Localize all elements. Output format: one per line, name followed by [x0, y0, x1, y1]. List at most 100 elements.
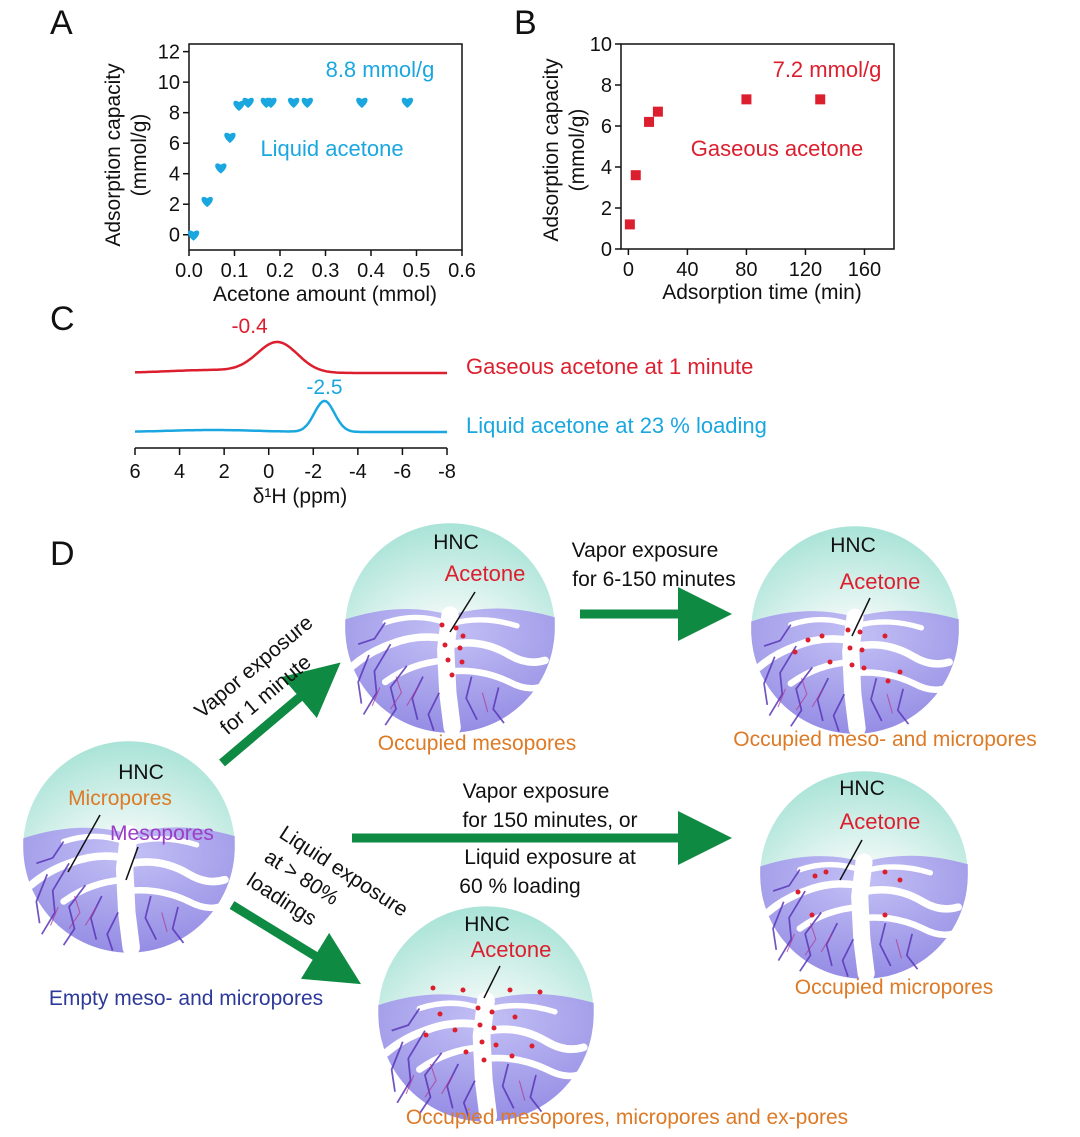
chart-b-annotation-series: Gaseous acetone	[691, 136, 863, 161]
chartC-xtick-label: 2	[219, 461, 230, 483]
chartB-point	[741, 94, 752, 105]
chartA-point	[401, 97, 414, 108]
chart-c: 6 4 2 0 -2 -4 -6 -8 -0.4 -2.5 δ¹H (ppm) Gaseous …	[129, 315, 766, 508]
chartC-xtick-label: 4	[174, 461, 185, 483]
arrow-liquid-80	[229, 901, 362, 985]
chartB-xtick-label: 40	[676, 259, 698, 281]
chartB-xtick-label: 160	[848, 259, 881, 281]
chartA-point	[287, 97, 300, 108]
chart-c-legend-liquid: Liquid acetone at 23 % loading	[466, 413, 767, 438]
chartA-ytick-label: 4	[169, 164, 180, 186]
chartA-ytick-label: 2	[169, 194, 180, 216]
chartA-ytick-label: 0	[169, 225, 180, 247]
chartA-point	[215, 163, 227, 174]
chartA-xtick-label: 0.1	[221, 260, 249, 282]
chartA-xtick-label: 0.6	[448, 260, 476, 282]
chart-b: 0 40 80 120 160 0 2 4 6 8 10 Adsorption time (min)…	[540, 34, 895, 304]
caption-occupied-meso-micro: Occupied meso- and micropores	[733, 728, 1036, 751]
chartB-point	[624, 219, 635, 230]
chartA-point	[201, 196, 213, 208]
chartB-xtick-label: 0	[623, 259, 634, 281]
chartC-series-0	[134, 340, 447, 375]
hnc-particle-micro	[760, 771, 968, 979]
chartA-point	[242, 97, 254, 108]
chartC-xtick-label: -6	[394, 461, 412, 483]
panel-label-b: B	[514, 4, 537, 42]
chartC-xtick-label: -2	[304, 461, 322, 483]
arrow-vapor-150min-line2: for 150 minutes, or	[462, 809, 637, 832]
chart-b-ylabel-line1: Adsorption capacity	[540, 58, 563, 242]
hnc-label-empty: HNC	[118, 761, 164, 784]
chartA-point	[187, 230, 200, 241]
chartB-ytick-label: 2	[601, 198, 612, 220]
micropores-pointer	[67, 814, 101, 873]
hnc-label-all: HNC	[464, 913, 510, 936]
caption-empty: Empty meso- and micropores	[49, 987, 323, 1010]
chartA-xtick-label: 0.4	[357, 260, 385, 282]
chartB-ytick-label: 4	[601, 157, 612, 179]
micropores-label: Micropores	[68, 787, 172, 810]
acetone-pointer-micro	[839, 839, 863, 881]
acetone-pointer-all	[483, 965, 501, 999]
chart-a-ylabel-line1: Adsorption capacity	[102, 63, 125, 247]
chartC-xtick-label: 6	[129, 461, 140, 483]
chartA-ytick-label: 10	[158, 72, 180, 94]
chartA-ytick-label: 6	[169, 133, 180, 155]
arrow-vapor-150min-line1: Vapor exposure	[463, 780, 610, 803]
acetone-label-meso: Acetone	[445, 561, 526, 586]
arrow-vapor-6-150min-line1: Vapor exposure	[572, 539, 719, 562]
hnc-label-micro: HNC	[839, 777, 885, 800]
chartA-xtick-label: 0.5	[403, 260, 431, 282]
chart-a: 0.0 0.1 0.2 0.3 0.4 0.5 0.6 0 2 4 6 8 10 12 Acetone a…	[102, 42, 476, 306]
hnc-label-meso: HNC	[433, 531, 479, 554]
chartA-xtick-label: 0.0	[175, 260, 203, 282]
chart-a-ylabel-line2: (mmol/g)	[128, 114, 151, 197]
chartB-ytick-label: 0	[601, 239, 612, 261]
chartC-peak-label-0: -0.4	[232, 315, 269, 338]
mesopores-pointer	[125, 846, 139, 881]
chartB-point	[652, 106, 663, 117]
acetone-label-meso-micro: Acetone	[840, 569, 921, 594]
acetone-label-all: Acetone	[471, 937, 552, 962]
chartB-ytick-label: 8	[601, 75, 612, 97]
chartC-peak-label-1: -2.5	[306, 376, 342, 399]
chart-b-annotation-capacity: 7.2 mmol/g	[773, 57, 882, 82]
chartA-xtick-label: 0.2	[266, 260, 294, 282]
caption-occupied-all: Occupied mesopores, micropores and ex-po…	[406, 1106, 848, 1129]
chart-a-annotation-capacity: 8.8 mmol/g	[326, 57, 435, 82]
chartA-ytick-label: 8	[169, 103, 180, 125]
chartB-point	[644, 116, 655, 127]
arrow-liquid-60-line2: 60 % loading	[459, 875, 580, 898]
hnc-label-meso-micro: HNC	[830, 534, 876, 557]
acetone-dots-meso	[439, 622, 466, 678]
chartC-xtick-label: -8	[438, 461, 456, 483]
arrow-vapor-6-150min-line2: for 6-150 minutes	[572, 568, 735, 591]
chartA-xtick-label: 0.3	[312, 260, 340, 282]
chartA-point	[233, 100, 245, 112]
chartB-point	[815, 94, 826, 105]
mesopores-label: Mesopores	[110, 822, 214, 845]
chart-c-legend-gaseous: Gaseous acetone at 1 minute	[466, 354, 753, 379]
caption-occupied-micro: Occupied micropores	[795, 976, 993, 999]
chartC-series-1	[134, 399, 447, 434]
caption-occupied-meso: Occupied mesopores	[378, 732, 576, 755]
chartB-xtick-label: 80	[735, 259, 757, 281]
arrow-vapor-1min	[219, 662, 341, 767]
acetone-pointer-meso-micro	[851, 597, 871, 637]
chart-b-ylabel-line2: (mmol/g)	[566, 109, 589, 192]
panel-label-d: D	[50, 535, 75, 573]
chartA-point	[224, 132, 236, 144]
chartA-point	[301, 97, 313, 108]
acetone-dots-all	[423, 985, 543, 1063]
panel-label-a: A	[50, 4, 73, 42]
acetone-label-micro: Acetone	[840, 809, 921, 834]
chartA-point	[356, 97, 368, 108]
chart-a-xlabel: Acetone amount (mmol)	[213, 283, 437, 306]
chartA-ytick-label: 12	[158, 42, 180, 64]
hnc-particle-meso	[345, 523, 555, 733]
chartB-point	[630, 170, 641, 181]
arrow-liquid-60-line1: Liquid exposure at	[464, 846, 636, 869]
acetone-dots-meso-micro	[792, 627, 903, 684]
chart-b-frame	[620, 43, 895, 250]
